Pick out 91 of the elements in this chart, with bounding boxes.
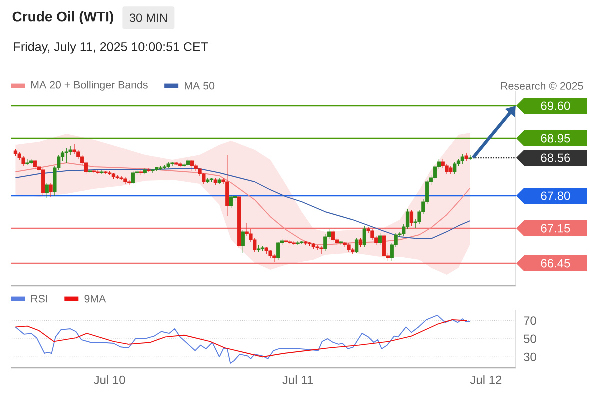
y-tick-label: 68.56 bbox=[541, 154, 570, 162]
candlestick bbox=[320, 246, 324, 254]
candlestick bbox=[182, 162, 186, 168]
candlestick bbox=[104, 170, 108, 175]
x-tick-label: Jul 10 bbox=[94, 376, 126, 384]
line-series bbox=[15, 319, 468, 358]
text: 30 MIN bbox=[130, 14, 168, 22]
candlestick bbox=[452, 162, 457, 174]
candlestick bbox=[214, 178, 218, 186]
candlestick bbox=[276, 242, 280, 260]
candlestick bbox=[92, 170, 96, 174]
candlestick bbox=[139, 170, 144, 176]
candlestick bbox=[88, 169, 92, 174]
candlestick bbox=[347, 243, 351, 252]
candlestick bbox=[241, 230, 245, 254]
candlestick bbox=[120, 176, 124, 181]
legend-label: 9MA bbox=[84, 295, 106, 303]
y-tick-label: 30 bbox=[524, 352, 536, 362]
candlestick bbox=[316, 245, 320, 250]
candlestick bbox=[237, 196, 242, 248]
candlestick bbox=[284, 239, 288, 244]
candlestick bbox=[449, 166, 453, 174]
candlestick bbox=[210, 178, 214, 182]
candlestick bbox=[256, 244, 261, 252]
candlestick bbox=[45, 182, 49, 198]
candlestick bbox=[143, 168, 147, 175]
candlestick bbox=[22, 156, 26, 166]
chart-subtitle: Friday, July 11, 2025 10:00:51 CET bbox=[14, 42, 208, 54]
candlestick bbox=[178, 162, 182, 168]
candlestick bbox=[132, 170, 136, 185]
candlestick bbox=[308, 242, 312, 246]
candlestick bbox=[112, 172, 116, 180]
y-tick-label: 68.95 bbox=[541, 134, 570, 143]
candlestick bbox=[147, 168, 151, 173]
candlestick bbox=[162, 164, 167, 170]
legend-label: MA 50 bbox=[185, 82, 215, 90]
y-tick-label: 69.60 bbox=[541, 102, 570, 110]
candlestick bbox=[186, 158, 190, 167]
candlestick bbox=[362, 226, 366, 248]
y-tick-label: 70 bbox=[524, 316, 536, 326]
candlestick bbox=[230, 194, 234, 208]
candlestick bbox=[155, 166, 159, 172]
text: Research © 2025 bbox=[501, 82, 584, 90]
candlestick bbox=[41, 168, 45, 196]
candlestick bbox=[206, 178, 210, 184]
candlestick bbox=[190, 160, 194, 172]
candlestick bbox=[331, 230, 336, 242]
candlestick bbox=[464, 152, 468, 162]
candlestick bbox=[218, 178, 222, 184]
candlestick bbox=[226, 154, 230, 216]
candlestick bbox=[358, 238, 363, 248]
candlestick bbox=[292, 241, 296, 246]
candlestick bbox=[14, 148, 18, 156]
candlestick bbox=[468, 154, 472, 160]
candlestick bbox=[33, 160, 38, 170]
candlestick bbox=[378, 232, 382, 246]
x-tick-label: Jul 12 bbox=[470, 376, 502, 384]
candlestick bbox=[300, 241, 304, 245]
candlestick bbox=[158, 166, 163, 171]
candlestick bbox=[312, 242, 316, 250]
chart-title: Crude Oil (WTI) bbox=[12, 11, 114, 25]
candlestick bbox=[116, 175, 120, 180]
legend-label: RSI bbox=[31, 295, 48, 303]
y-tick-label: 67.80 bbox=[541, 192, 570, 200]
candlestick bbox=[304, 240, 308, 246]
candlestick bbox=[26, 158, 30, 166]
candlestick bbox=[268, 250, 272, 258]
candlestick bbox=[264, 246, 268, 254]
candlestick bbox=[354, 238, 359, 254]
candlestick bbox=[124, 177, 128, 184]
candlestick bbox=[288, 240, 292, 245]
candlestick bbox=[339, 240, 343, 246]
y-tick-label: 67.15 bbox=[541, 224, 570, 233]
candlestick bbox=[260, 246, 265, 252]
candlestick bbox=[174, 162, 178, 166]
y-tick-label: 50 bbox=[524, 334, 536, 344]
candlestick bbox=[128, 180, 132, 186]
candlestick bbox=[151, 168, 155, 174]
candlestick bbox=[108, 171, 112, 176]
candlestick bbox=[382, 234, 386, 260]
candlestick bbox=[49, 182, 53, 198]
candlestick bbox=[272, 254, 276, 262]
x-tick-label: Jul 11 bbox=[282, 376, 313, 384]
legend-label: MA 20 + Bollinger Bands bbox=[31, 80, 148, 91]
candlestick bbox=[30, 158, 34, 165]
candlestick bbox=[166, 162, 170, 169]
candlestick bbox=[64, 148, 69, 164]
candlestick bbox=[351, 248, 355, 254]
candlestick bbox=[410, 210, 414, 226]
y-tick-label: 66.45 bbox=[541, 259, 570, 268]
candlestick bbox=[460, 154, 465, 164]
